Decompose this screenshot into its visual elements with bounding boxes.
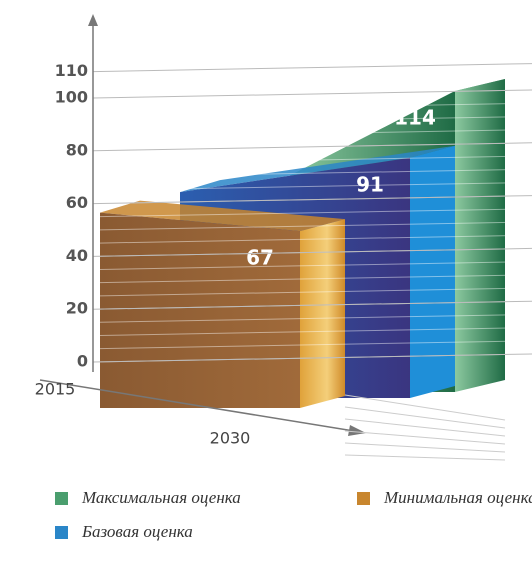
band-side — [410, 145, 455, 398]
y-arrow — [88, 14, 98, 26]
grid-stripe — [92, 181, 532, 191]
depth-line — [344, 430, 506, 445]
band-side — [455, 79, 505, 392]
y-tick-label: 110 — [55, 61, 88, 80]
grid-stripe — [92, 155, 532, 165]
grid-stripe — [92, 340, 532, 350]
grid-stripe — [92, 208, 532, 218]
grid-stripe — [92, 313, 532, 323]
grid-stripe — [92, 234, 532, 244]
band-top — [100, 200, 345, 232]
band-side — [300, 219, 345, 408]
data-label: 114 — [394, 106, 436, 130]
grid-line — [92, 300, 532, 310]
grid-stripe — [92, 129, 532, 139]
grid-stripe — [92, 274, 532, 284]
grid-line — [92, 247, 532, 257]
grid-line — [92, 142, 532, 152]
grid-stripe — [92, 327, 532, 337]
data-label: 67 — [246, 246, 274, 270]
grid-stripe — [92, 102, 532, 112]
y-tick-label: 60 — [66, 193, 88, 212]
chart: 114 91 67 0 20 40 60 80 100 110 2015 2030 — [35, 14, 532, 461]
grid-line — [92, 353, 532, 363]
band-front — [100, 212, 300, 408]
y-tick-label: 100 — [55, 88, 88, 107]
y-tick-label: 40 — [66, 246, 88, 265]
depth-line — [344, 454, 506, 461]
x-tick-label: 2030 — [210, 429, 251, 448]
x-tick-label: 2015 — [35, 380, 76, 399]
depth-line — [344, 442, 506, 453]
grid-line — [92, 195, 532, 205]
legend-item: Минимальная оценка — [357, 488, 532, 508]
legend-item: Базовая оценка — [55, 522, 193, 542]
legend-label: Базовая оценка — [82, 522, 193, 541]
depth-line — [344, 406, 506, 429]
x-axis — [39, 379, 361, 433]
grid-stripe — [92, 287, 532, 297]
legend-swatch — [55, 526, 68, 539]
band-top — [180, 145, 455, 193]
data-label: 91 — [356, 172, 384, 196]
y-tick-label: 0 — [77, 352, 88, 371]
grid-line — [92, 63, 532, 73]
y-tick-label: 20 — [66, 299, 88, 318]
grid-stripe — [92, 115, 532, 125]
legend-label: Минимальная оценка — [384, 488, 532, 507]
legend-label: Максимальная оценка — [82, 488, 241, 507]
grid-line — [92, 89, 532, 99]
legend-swatch — [357, 492, 370, 505]
grid-stripe — [92, 221, 532, 231]
grid-stripe — [92, 261, 532, 271]
x-arrow — [348, 425, 366, 436]
grid-stripe — [92, 76, 532, 86]
legend-swatch — [55, 492, 68, 505]
depth-line — [344, 418, 506, 437]
depth-line — [344, 394, 506, 421]
legend-item: Максимальная оценка — [55, 488, 241, 508]
grid-stripe — [92, 168, 532, 178]
y-tick-label: 80 — [66, 140, 88, 159]
